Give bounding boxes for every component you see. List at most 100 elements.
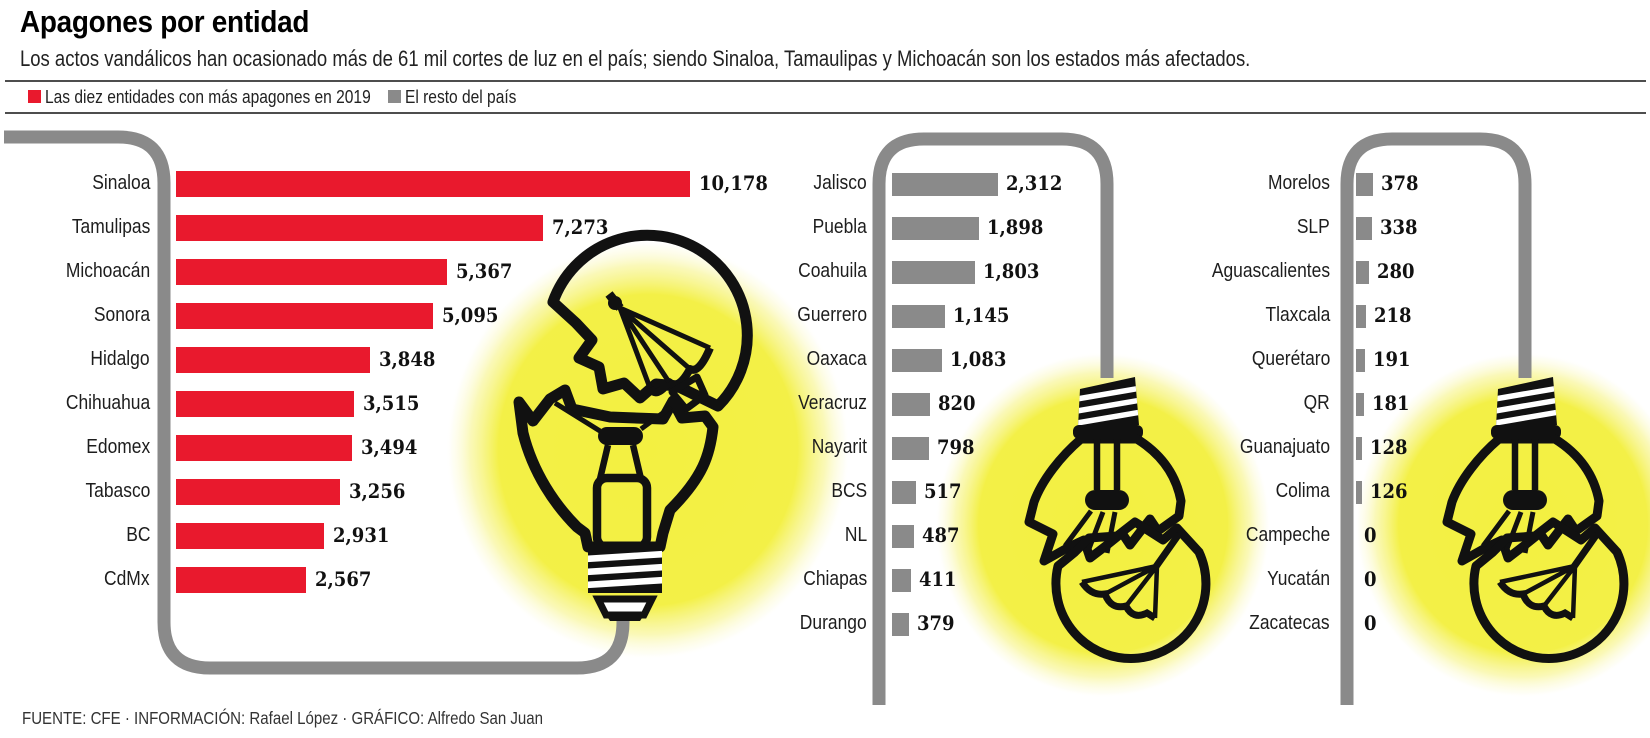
- bar-label: Zacatecas: [1249, 611, 1330, 634]
- source-credit: FUENTE: CFE · INFORMACIÓN: Rafael López …: [22, 708, 544, 728]
- bar: [1356, 172, 1373, 196]
- bar-value: 820: [938, 391, 976, 415]
- bar-value: 3,515: [363, 391, 420, 415]
- divider-bottom: [5, 112, 1646, 114]
- bar-value: 0: [1364, 611, 1377, 635]
- bar-value: 3,494: [361, 435, 418, 459]
- bar-label: NL: [844, 523, 867, 546]
- bar-label: Tamulipas: [71, 215, 150, 238]
- bar-value: 2,312: [1006, 171, 1063, 195]
- bar-label: Hidalgo: [90, 347, 150, 370]
- bar-value: 338: [1380, 215, 1418, 239]
- legend-label-top10: Las diez entidades con más apagones en 2…: [45, 86, 371, 107]
- bar-label: Guerrero: [797, 303, 867, 326]
- bar-value: 3,848: [379, 347, 436, 371]
- bar-value: 2,931: [333, 523, 390, 547]
- bar-value: 411: [919, 567, 957, 591]
- bar: [176, 391, 354, 417]
- bar: [892, 392, 930, 416]
- bar-label: CdMx: [104, 567, 150, 590]
- bar: [176, 347, 370, 373]
- bar: [176, 171, 690, 197]
- bar: [1356, 392, 1364, 416]
- bar: [1356, 304, 1366, 328]
- bar: [1356, 480, 1362, 504]
- bar: [176, 303, 433, 329]
- bar-label: Jalisco: [813, 171, 867, 194]
- bar-label: Edomex: [86, 435, 150, 458]
- bar-value: 128: [1370, 435, 1408, 459]
- bar-value: 2,567: [315, 567, 372, 591]
- power-cord-2: [872, 132, 1114, 705]
- bar: [176, 215, 543, 241]
- bar-label: Guanajuato: [1239, 435, 1330, 458]
- bar-label: Tabasco: [85, 479, 150, 502]
- bar-label: Yucatán: [1267, 567, 1330, 590]
- bar: [1356, 348, 1365, 372]
- bar: [892, 348, 942, 372]
- bar: [176, 259, 447, 285]
- bar: [892, 172, 998, 196]
- power-cord-3: [1340, 132, 1532, 705]
- bulb-dome-fan: [605, 291, 714, 413]
- bar-label: BCS: [831, 479, 867, 502]
- divider-top: [5, 80, 1646, 82]
- bar-value: 1,803: [983, 259, 1040, 283]
- bar-label: Colima: [1275, 479, 1330, 502]
- bar-label: Chiapas: [803, 567, 867, 590]
- bar: [176, 523, 324, 549]
- bar-label: Sonora: [93, 303, 150, 326]
- bar-value: 378: [1381, 171, 1419, 195]
- bar-label: SLP: [1297, 215, 1330, 238]
- bar-value: 1,145: [953, 303, 1010, 327]
- bar-value: 191: [1373, 347, 1411, 371]
- bar-label: Michoacán: [65, 259, 150, 282]
- bar-label: Campeche: [1245, 523, 1330, 546]
- bar-label: Tlaxcala: [1265, 303, 1330, 326]
- bar-value: 7,273: [552, 215, 609, 239]
- legend-label-rest: El resto del país: [405, 86, 517, 107]
- legend-swatch-rest: [388, 90, 401, 103]
- bar-value: 280: [1377, 259, 1415, 283]
- bar: [1356, 436, 1362, 460]
- bar-label: QR: [1303, 391, 1330, 414]
- bar-value: 1,898: [987, 215, 1044, 239]
- bar: [892, 612, 909, 636]
- bulb-body: [513, 384, 719, 553]
- bulb-rays: [553, 400, 673, 434]
- bar: [892, 436, 929, 460]
- bar-value: 1,083: [950, 347, 1007, 371]
- bar-value: 0: [1364, 567, 1377, 591]
- bar: [892, 260, 975, 284]
- bar-label: Nayarit: [811, 435, 867, 458]
- bar: [892, 304, 945, 328]
- bar-label: Chihuahua: [65, 391, 150, 414]
- bar-label: Durango: [800, 611, 867, 634]
- bulb-filament-cap: [598, 427, 643, 445]
- broken-lightbulb-icon-1: [513, 229, 753, 621]
- bar: [176, 567, 306, 593]
- bar: [892, 480, 916, 504]
- bar: [1356, 260, 1369, 284]
- glow-3: [1355, 352, 1650, 698]
- power-cord-1: [4, 130, 630, 675]
- legend-swatch-top10: [28, 90, 41, 103]
- bar-label: Coahuila: [798, 259, 867, 282]
- bar-value: 218: [1374, 303, 1412, 327]
- bar-value: 126: [1370, 479, 1408, 503]
- bar: [176, 435, 352, 461]
- bar-label: Puebla: [812, 215, 867, 238]
- bar-label: Sinaloa: [91, 171, 150, 194]
- bar-label: Veracruz: [798, 391, 867, 414]
- glow-2: [935, 352, 1271, 698]
- bar-label: Aguascalientes: [1211, 259, 1330, 282]
- bar: [892, 216, 979, 240]
- bulb-dome-shard: [547, 229, 753, 412]
- bar: [892, 568, 911, 592]
- page-title: Apagones por entidad: [20, 4, 310, 39]
- bar-value: 517: [924, 479, 962, 503]
- bar-value: 5,367: [456, 259, 513, 283]
- bar-label: Oaxaca: [806, 347, 867, 370]
- bar: [176, 479, 340, 505]
